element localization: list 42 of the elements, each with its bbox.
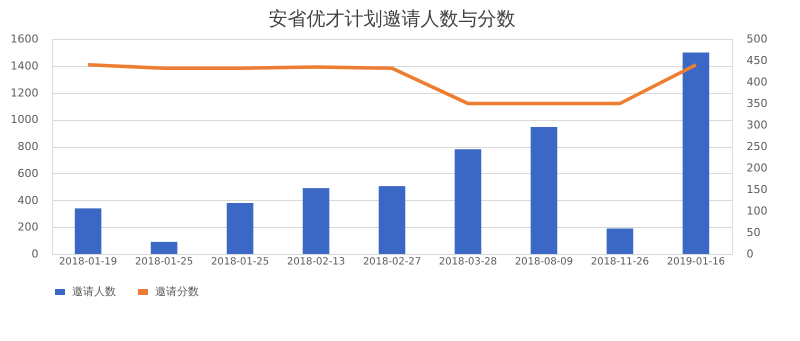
x-tick-label: 2018-01-19 <box>59 256 118 268</box>
bar <box>378 186 406 254</box>
y2-tick-label: 250 <box>746 140 768 153</box>
bar <box>606 228 634 254</box>
x-tick-label: 2019-01-16 <box>666 256 725 268</box>
y2-tick-label: 0 <box>746 248 754 260</box>
x-tick-label: 2018-02-13 <box>286 256 346 268</box>
y-tick-label: 800 <box>18 140 38 153</box>
x-tick-label: 2018-02-27 <box>362 256 422 268</box>
y2-tick-label: 350 <box>746 97 768 110</box>
y-tick-label: 1400 <box>10 59 38 72</box>
y2-tick-label: 400 <box>746 76 768 88</box>
chart-title: 安省优才计划邀请人数与分数 <box>268 8 516 30</box>
x-tick-label: 2018-11-26 <box>590 256 649 268</box>
x-tick-label: 2018-08-09 <box>514 256 574 268</box>
bar <box>302 188 330 254</box>
y-tick-label: 1600 <box>10 32 38 46</box>
bar <box>454 149 482 254</box>
x-tick-label: 2018-01-25 <box>210 256 270 268</box>
bar <box>530 127 558 254</box>
line-series <box>86 63 698 106</box>
legend-label: 邀请人数 <box>72 285 116 298</box>
x-tick-label: 2018-03-28 <box>438 256 498 268</box>
y2-tick-label: 100 <box>746 204 768 218</box>
y2-tick-label: 200 <box>746 162 768 174</box>
x-tick-label: 2018-01-25 <box>135 256 194 268</box>
y-tick-label: 1000 <box>10 113 38 126</box>
y2-tick-label: 450 <box>746 54 768 67</box>
y-tick-label: 400 <box>18 194 38 207</box>
y2-tick-label: 50 <box>746 226 760 239</box>
bar <box>150 242 178 254</box>
y2-tick-label: 300 <box>746 118 768 132</box>
y-tick-label: 600 <box>18 166 38 180</box>
bar <box>74 208 102 254</box>
y2-tick-label: 500 <box>746 32 768 46</box>
legend-label: 邀请分数 <box>155 285 199 298</box>
y-tick-label: 0 <box>32 248 38 260</box>
y2-tick-label: 150 <box>746 183 768 196</box>
y-tick-label: 1200 <box>10 86 38 100</box>
y-tick-label: 200 <box>18 220 38 234</box>
bar <box>682 52 710 254</box>
bar <box>226 202 254 254</box>
